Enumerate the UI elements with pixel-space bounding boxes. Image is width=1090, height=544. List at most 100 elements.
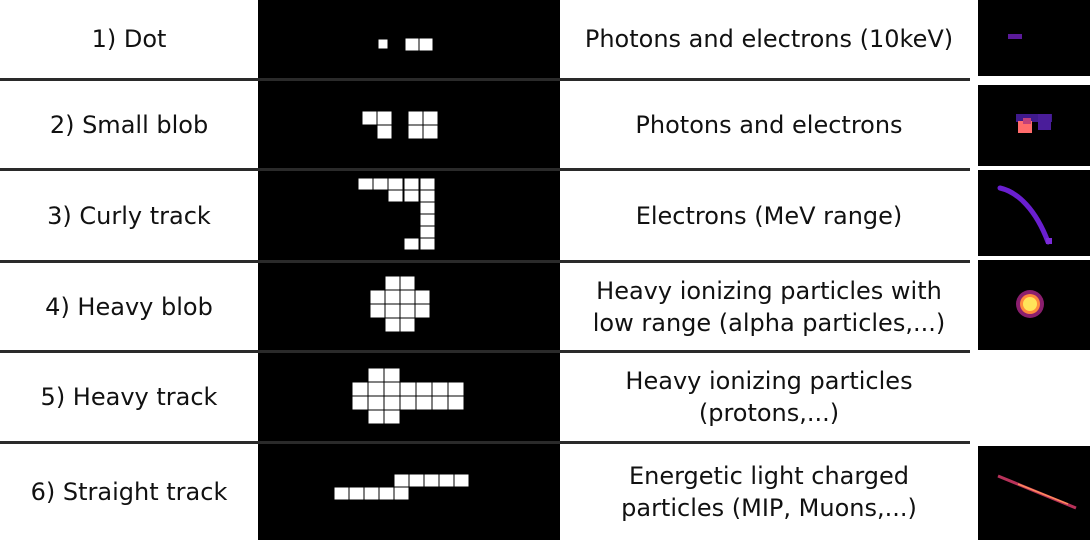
curly-track-detector-image	[978, 170, 1090, 256]
row-description: Electrons (MeV range)	[560, 171, 978, 260]
pixel	[351, 395, 369, 411]
pixel	[438, 473, 455, 488]
small-blob-mark	[1038, 114, 1051, 130]
pixel	[453, 473, 470, 488]
pixel	[384, 303, 401, 319]
curly-track-pattern-svg	[357, 177, 436, 251]
curly-track-pixel-pattern	[258, 171, 560, 260]
row-description: Photons and electrons (10keV)	[560, 0, 978, 78]
pixel	[383, 395, 401, 411]
straight-track-pattern-svg	[333, 473, 470, 501]
pixel	[376, 110, 393, 126]
row-description: Heavy ionizing particles with low range …	[560, 263, 978, 350]
row-divider	[0, 260, 970, 263]
pixel	[393, 486, 410, 501]
pixel	[333, 486, 350, 501]
pixel	[414, 289, 431, 305]
pixel	[387, 177, 404, 191]
heavy-track-pixel-pattern	[258, 353, 560, 441]
curly-track-mark	[997, 185, 1051, 245]
pixel	[399, 289, 416, 305]
pixel	[372, 177, 389, 191]
pixel	[431, 381, 449, 397]
pixel	[414, 303, 431, 319]
row-description: Heavy ionizing particles (protons,...)	[560, 353, 978, 441]
small-blob-detector-image	[978, 85, 1090, 166]
small-blob-pixel-pattern	[258, 81, 560, 168]
row-divider	[0, 78, 970, 81]
pixel	[419, 225, 436, 239]
pixel	[408, 473, 425, 488]
dot-detector-image	[978, 0, 1090, 76]
pixel	[419, 237, 436, 251]
description-line: Energetic light charged	[628, 462, 910, 490]
heavy-blob-pixel-pattern	[258, 263, 560, 350]
pixel	[369, 303, 386, 319]
pixel	[378, 486, 395, 501]
dot-pixel-pattern	[258, 0, 560, 78]
pixel	[415, 381, 433, 397]
row-dot: 1) Dot Photons and electrons (10keV)	[0, 0, 1090, 78]
pixel	[403, 189, 420, 203]
pixel	[418, 37, 434, 52]
pixel	[407, 110, 424, 126]
description-line: particles (MIP, Muons,...)	[621, 494, 917, 522]
small-blob-mark	[1016, 114, 1052, 122]
straight-track-pixel-pattern	[258, 444, 560, 540]
row-label: 3) Curly track	[47, 201, 211, 230]
description-line: Photons and electrons (10keV)	[584, 25, 954, 53]
pixel	[399, 275, 416, 291]
pixel	[403, 177, 420, 191]
row-curly-track: 3) Curly track Electrons (MeV range)	[0, 171, 1090, 260]
row-small-blob: 2) Small blob Photons and electrons	[0, 81, 1090, 168]
pixel	[367, 367, 385, 383]
pixel	[361, 110, 378, 126]
row-divider	[0, 441, 970, 444]
row-label: 2) Small blob	[49, 110, 209, 139]
pixel	[384, 317, 401, 333]
pixel	[415, 395, 433, 411]
pixel	[399, 381, 417, 397]
pixel	[367, 395, 385, 411]
pixel	[399, 303, 416, 319]
pixel	[423, 473, 440, 488]
pixel	[419, 189, 436, 203]
pixel	[422, 110, 439, 126]
pixel	[384, 289, 401, 305]
pixel	[419, 201, 436, 215]
row-description: Energetic light charged particles (MIP, …	[560, 444, 978, 540]
row-label: 5) Heavy track	[40, 383, 218, 411]
pixel	[384, 275, 401, 291]
pixel	[431, 395, 449, 411]
row-divider	[0, 168, 970, 171]
heavy-blob-detector-image	[978, 260, 1090, 350]
curly-track-mark	[1046, 238, 1052, 244]
pixel	[351, 381, 369, 397]
description-line: Electrons (MeV range)	[635, 201, 903, 230]
pixel	[419, 213, 436, 227]
dot-pattern-svg	[377, 37, 434, 52]
description-line: Photons and electrons	[635, 110, 903, 139]
pixel	[383, 409, 401, 425]
row-heavy-blob: 4) Heavy blob Heavy ionizing particles w…	[0, 263, 1090, 350]
pixel	[404, 37, 420, 52]
dot-hit-mark	[1008, 34, 1022, 39]
heavy-track-pattern-svg	[351, 367, 465, 425]
pixel	[393, 473, 410, 488]
pixel	[367, 409, 385, 425]
pixel	[377, 38, 389, 50]
pixel	[383, 367, 401, 383]
pixel	[447, 381, 465, 397]
row-heavy-track: 5) Heavy track Heavy ionizing particles	[0, 353, 1090, 441]
heavy-blob-pattern-svg	[369, 275, 431, 333]
description-line: Heavy ionizing particles	[625, 367, 913, 395]
row-divider	[0, 350, 970, 353]
pixel	[369, 289, 386, 305]
row-label: 1) Dot	[91, 25, 167, 53]
description-line: (protons,...)	[698, 399, 840, 427]
row-straight-track: 6) Straight track Energetic light charge…	[0, 444, 1090, 540]
pixel	[403, 237, 420, 251]
straight-track-mark	[1017, 483, 1069, 505]
pixel	[387, 189, 404, 203]
pixel	[447, 395, 465, 411]
